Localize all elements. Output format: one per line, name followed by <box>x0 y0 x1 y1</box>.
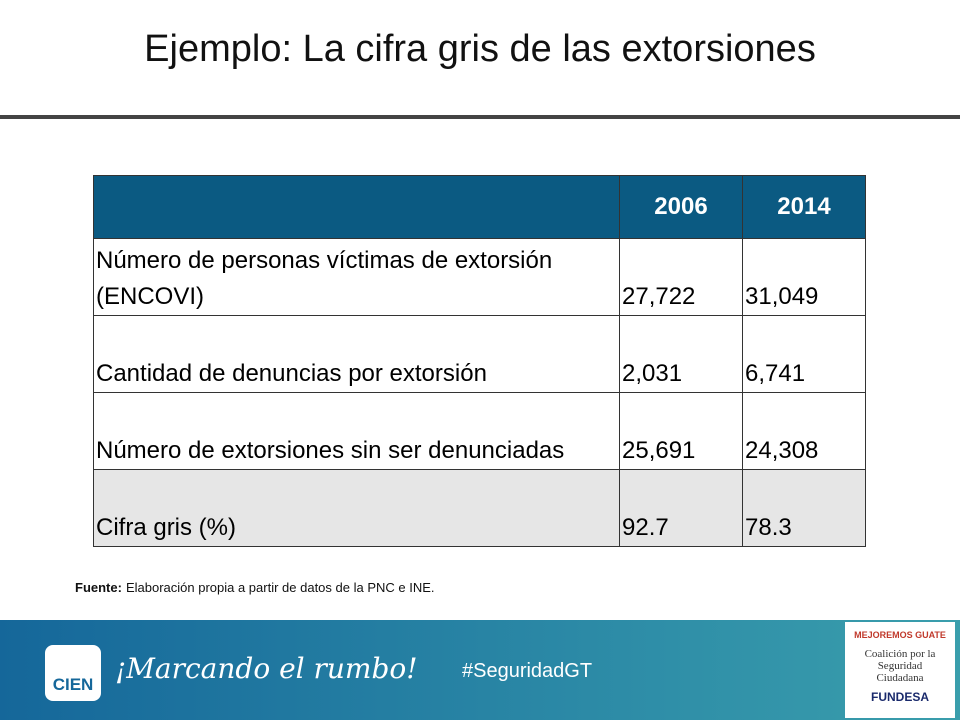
row-label: Cifra gris (%) <box>93 469 620 547</box>
cell-value: 6,741 <box>742 315 866 393</box>
table-row: Cantidad de denuncias por extorsión 2,031… <box>93 315 866 393</box>
row-label: Número de personas víctimas de extorsión… <box>93 238 620 316</box>
cien-logo: CIEN <box>45 645 101 701</box>
table-row: Cifra gris (%) 92.7 78.3 <box>93 469 866 547</box>
cell-value: 25,691 <box>619 392 743 470</box>
cell-value: 78.3 <box>742 469 866 547</box>
slide-title: Ejemplo: La cifra gris de las extorsione… <box>144 28 816 70</box>
source-label: Fuente: <box>75 580 122 595</box>
source-note: Fuente: Elaboración propia a partir de da… <box>75 580 435 595</box>
partner-org: FUNDESA <box>870 690 929 704</box>
title-rule <box>0 115 960 119</box>
source-text: Elaboración propia a partir de datos de … <box>125 580 435 595</box>
table-row: Número de personas víctimas de extorsión… <box>93 238 866 316</box>
partner-badge: MEJOREMOS GUATE <box>854 630 946 640</box>
cell-value: 31,049 <box>742 238 866 316</box>
hashtag: #SeguridadGT <box>462 660 593 682</box>
header-cell <box>93 175 620 239</box>
cell-value: 2,031 <box>619 315 743 393</box>
cell-value: 92.7 <box>619 469 743 547</box>
cell-value: 24,308 <box>742 392 866 470</box>
row-label: Número de extorsiones sin ser denunciada… <box>93 392 620 470</box>
data-table: 2006 2014 Número de personas víctimas de… <box>93 175 866 547</box>
cell-value: 27,722 <box>619 238 743 316</box>
partner-logo: MEJOREMOS GUATE Coalición por la Segurid… <box>845 622 955 718</box>
header-row: 2006 2014 <box>93 175 866 239</box>
header-cell: 2014 <box>742 175 866 239</box>
partner-name: Coalición por la Seguridad Ciudadana <box>864 648 936 684</box>
header-cell: 2006 <box>619 175 743 239</box>
slogan: ¡Marcando el rumbo! <box>115 652 418 685</box>
table-row: Número de extorsiones sin ser denunciada… <box>93 392 866 470</box>
footer-band <box>0 620 960 720</box>
row-label: Cantidad de denuncias por extorsión <box>93 315 620 393</box>
